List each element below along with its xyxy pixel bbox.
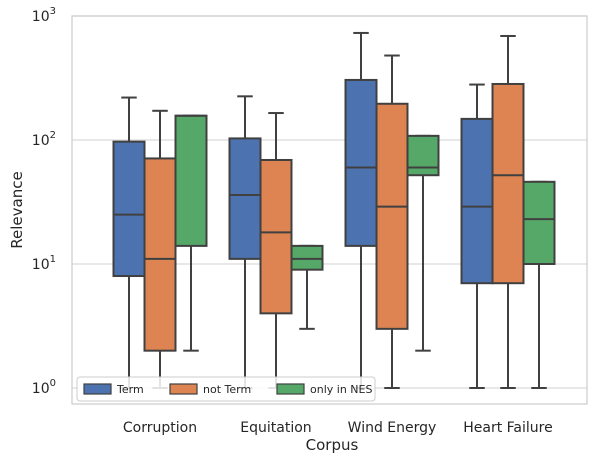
box-body xyxy=(375,102,409,330)
x-tick-label: Wind Energy xyxy=(348,420,437,436)
box-term-corruption xyxy=(112,96,146,389)
box-body xyxy=(143,157,177,352)
y-axis-label: Relevance xyxy=(8,171,26,248)
box-body xyxy=(290,244,324,271)
box-body xyxy=(112,140,146,278)
box-not-term-wind-energy xyxy=(375,54,409,389)
y-tick-label: 101 xyxy=(32,254,56,273)
box-only-in-nes-heart-failure xyxy=(522,180,556,389)
legend-swatch xyxy=(276,383,305,395)
box-body xyxy=(406,134,440,177)
x-tick-label: Corruption xyxy=(123,420,197,436)
box-term-wind-energy xyxy=(344,31,378,389)
box-body xyxy=(460,117,494,285)
box-not-term-heart-failure xyxy=(491,34,525,389)
y-tick-label: 100 xyxy=(32,378,56,397)
legend-label: only in NES xyxy=(310,383,372,396)
box-not-term-equitation xyxy=(259,112,293,389)
box-body xyxy=(522,180,556,265)
y-tick-labels: 100 101 102 103 xyxy=(32,6,56,397)
box-body xyxy=(344,78,378,247)
box-only-in-nes-equitation xyxy=(290,244,324,330)
box-only-in-nes-corruption xyxy=(174,114,208,352)
y-tick-label: 103 xyxy=(32,6,56,25)
box-body xyxy=(174,114,208,247)
box-term-equitation xyxy=(228,95,262,389)
legend-label: not Term xyxy=(203,383,251,396)
x-tick-label: Equitation xyxy=(240,420,311,436)
legend-swatch xyxy=(169,383,198,395)
y-tick-label: 102 xyxy=(32,130,56,149)
legend: Term not Term only in NES xyxy=(76,376,376,402)
box-body xyxy=(259,158,293,315)
plot-frame xyxy=(71,15,588,405)
legend-swatch xyxy=(83,383,112,395)
x-tick-labels: Corruption Equitation Wind Energy Heart Fai… xyxy=(123,420,553,436)
legend-frame xyxy=(76,376,376,402)
plot-boxes xyxy=(112,31,556,389)
box-term-heart-failure xyxy=(460,83,494,389)
x-axis-label: Corpus xyxy=(306,436,359,454)
x-tick-label: Heart Failure xyxy=(463,420,552,436)
box-body xyxy=(491,82,525,285)
legend-label: Term xyxy=(116,383,144,396)
box-body xyxy=(228,137,262,260)
box-only-in-nes-wind-energy xyxy=(406,134,440,352)
